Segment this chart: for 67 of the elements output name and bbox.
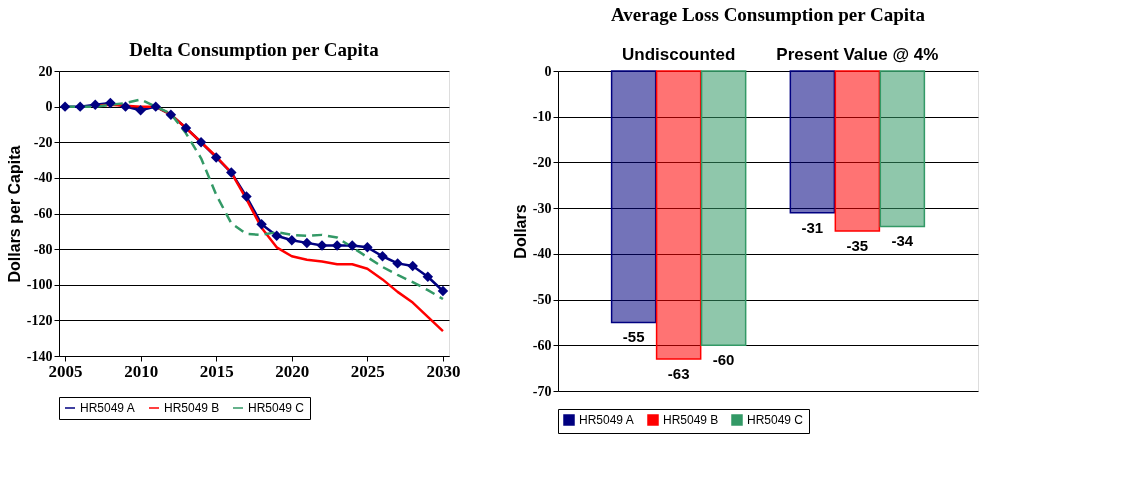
point <box>377 251 388 262</box>
legend-label: HR5049 B <box>164 401 220 415</box>
point <box>135 104 146 116</box>
x-tick-label: 2015 <box>199 361 234 381</box>
point <box>105 97 116 109</box>
legend-label: HR5049 C <box>248 401 305 415</box>
data-label: -31 <box>801 218 824 236</box>
point <box>437 285 449 297</box>
x-tick-label: Undiscounted <box>621 44 736 64</box>
y-tick-label: -20 <box>33 134 53 150</box>
point <box>362 242 373 253</box>
point <box>120 101 131 112</box>
y-tick-label: 0 <box>45 99 53 115</box>
y-tick-label: -140 <box>26 348 53 364</box>
point <box>74 101 86 112</box>
x-tick-label: Present Value @ 4% <box>776 44 939 64</box>
point <box>347 240 358 251</box>
y-tick-label: 0 <box>544 63 552 79</box>
legend-label: HR5049 A <box>80 401 135 415</box>
point <box>90 99 101 111</box>
point <box>301 237 313 249</box>
y-tick-label: -60 <box>532 337 552 353</box>
point <box>331 240 343 251</box>
y-tick-label: -60 <box>33 206 53 221</box>
data-label: -35 <box>846 237 869 254</box>
x-tick-label: 2010 <box>124 361 159 381</box>
legend-label: HR5049 A <box>579 413 634 427</box>
point <box>422 271 434 282</box>
y-tick-label: -100 <box>26 277 53 293</box>
y-tick-label: -40 <box>532 246 552 262</box>
y-tick-label: -10 <box>532 109 552 125</box>
y-tick-label: -50 <box>532 292 552 308</box>
point <box>226 167 237 178</box>
point <box>271 230 282 242</box>
y-tick-label: 20 <box>38 63 53 79</box>
y-tick-label: -120 <box>26 312 53 328</box>
y-tick-label: -30 <box>532 200 552 216</box>
point <box>241 191 252 202</box>
data-label: -63 <box>667 365 690 382</box>
point <box>407 260 418 272</box>
point <box>150 101 161 112</box>
y-tick-label: -80 <box>33 241 53 257</box>
data-label: -60 <box>712 351 735 369</box>
point <box>286 234 298 246</box>
chart-title: Average Loss Consumption per Capita <box>611 4 926 25</box>
point <box>210 152 222 163</box>
y-axis-title: Dollars per Capita <box>5 145 23 283</box>
point <box>165 109 177 120</box>
y-tick-label: -70 <box>532 383 552 399</box>
point <box>316 240 328 251</box>
point <box>59 101 71 112</box>
chart-title: Delta Consumption per Capita <box>129 39 380 60</box>
y-tick-label: -20 <box>532 154 552 170</box>
data-label: -55 <box>622 328 645 346</box>
x-tick-label: 2020 <box>275 361 310 381</box>
legend-label: HR5049 B <box>663 413 719 427</box>
point <box>392 258 403 269</box>
x-tick-label: 2025 <box>350 361 385 381</box>
y-tick-label: -40 <box>33 170 53 186</box>
point <box>195 137 207 148</box>
x-tick-label: 2005 <box>48 361 83 381</box>
point <box>256 218 267 230</box>
legend-label: HR5049 C <box>747 413 804 427</box>
data-label: -34 <box>891 232 914 250</box>
y-axis-title: Dollars <box>511 204 529 259</box>
x-tick-label: 2030 <box>426 361 461 381</box>
point <box>180 122 192 134</box>
